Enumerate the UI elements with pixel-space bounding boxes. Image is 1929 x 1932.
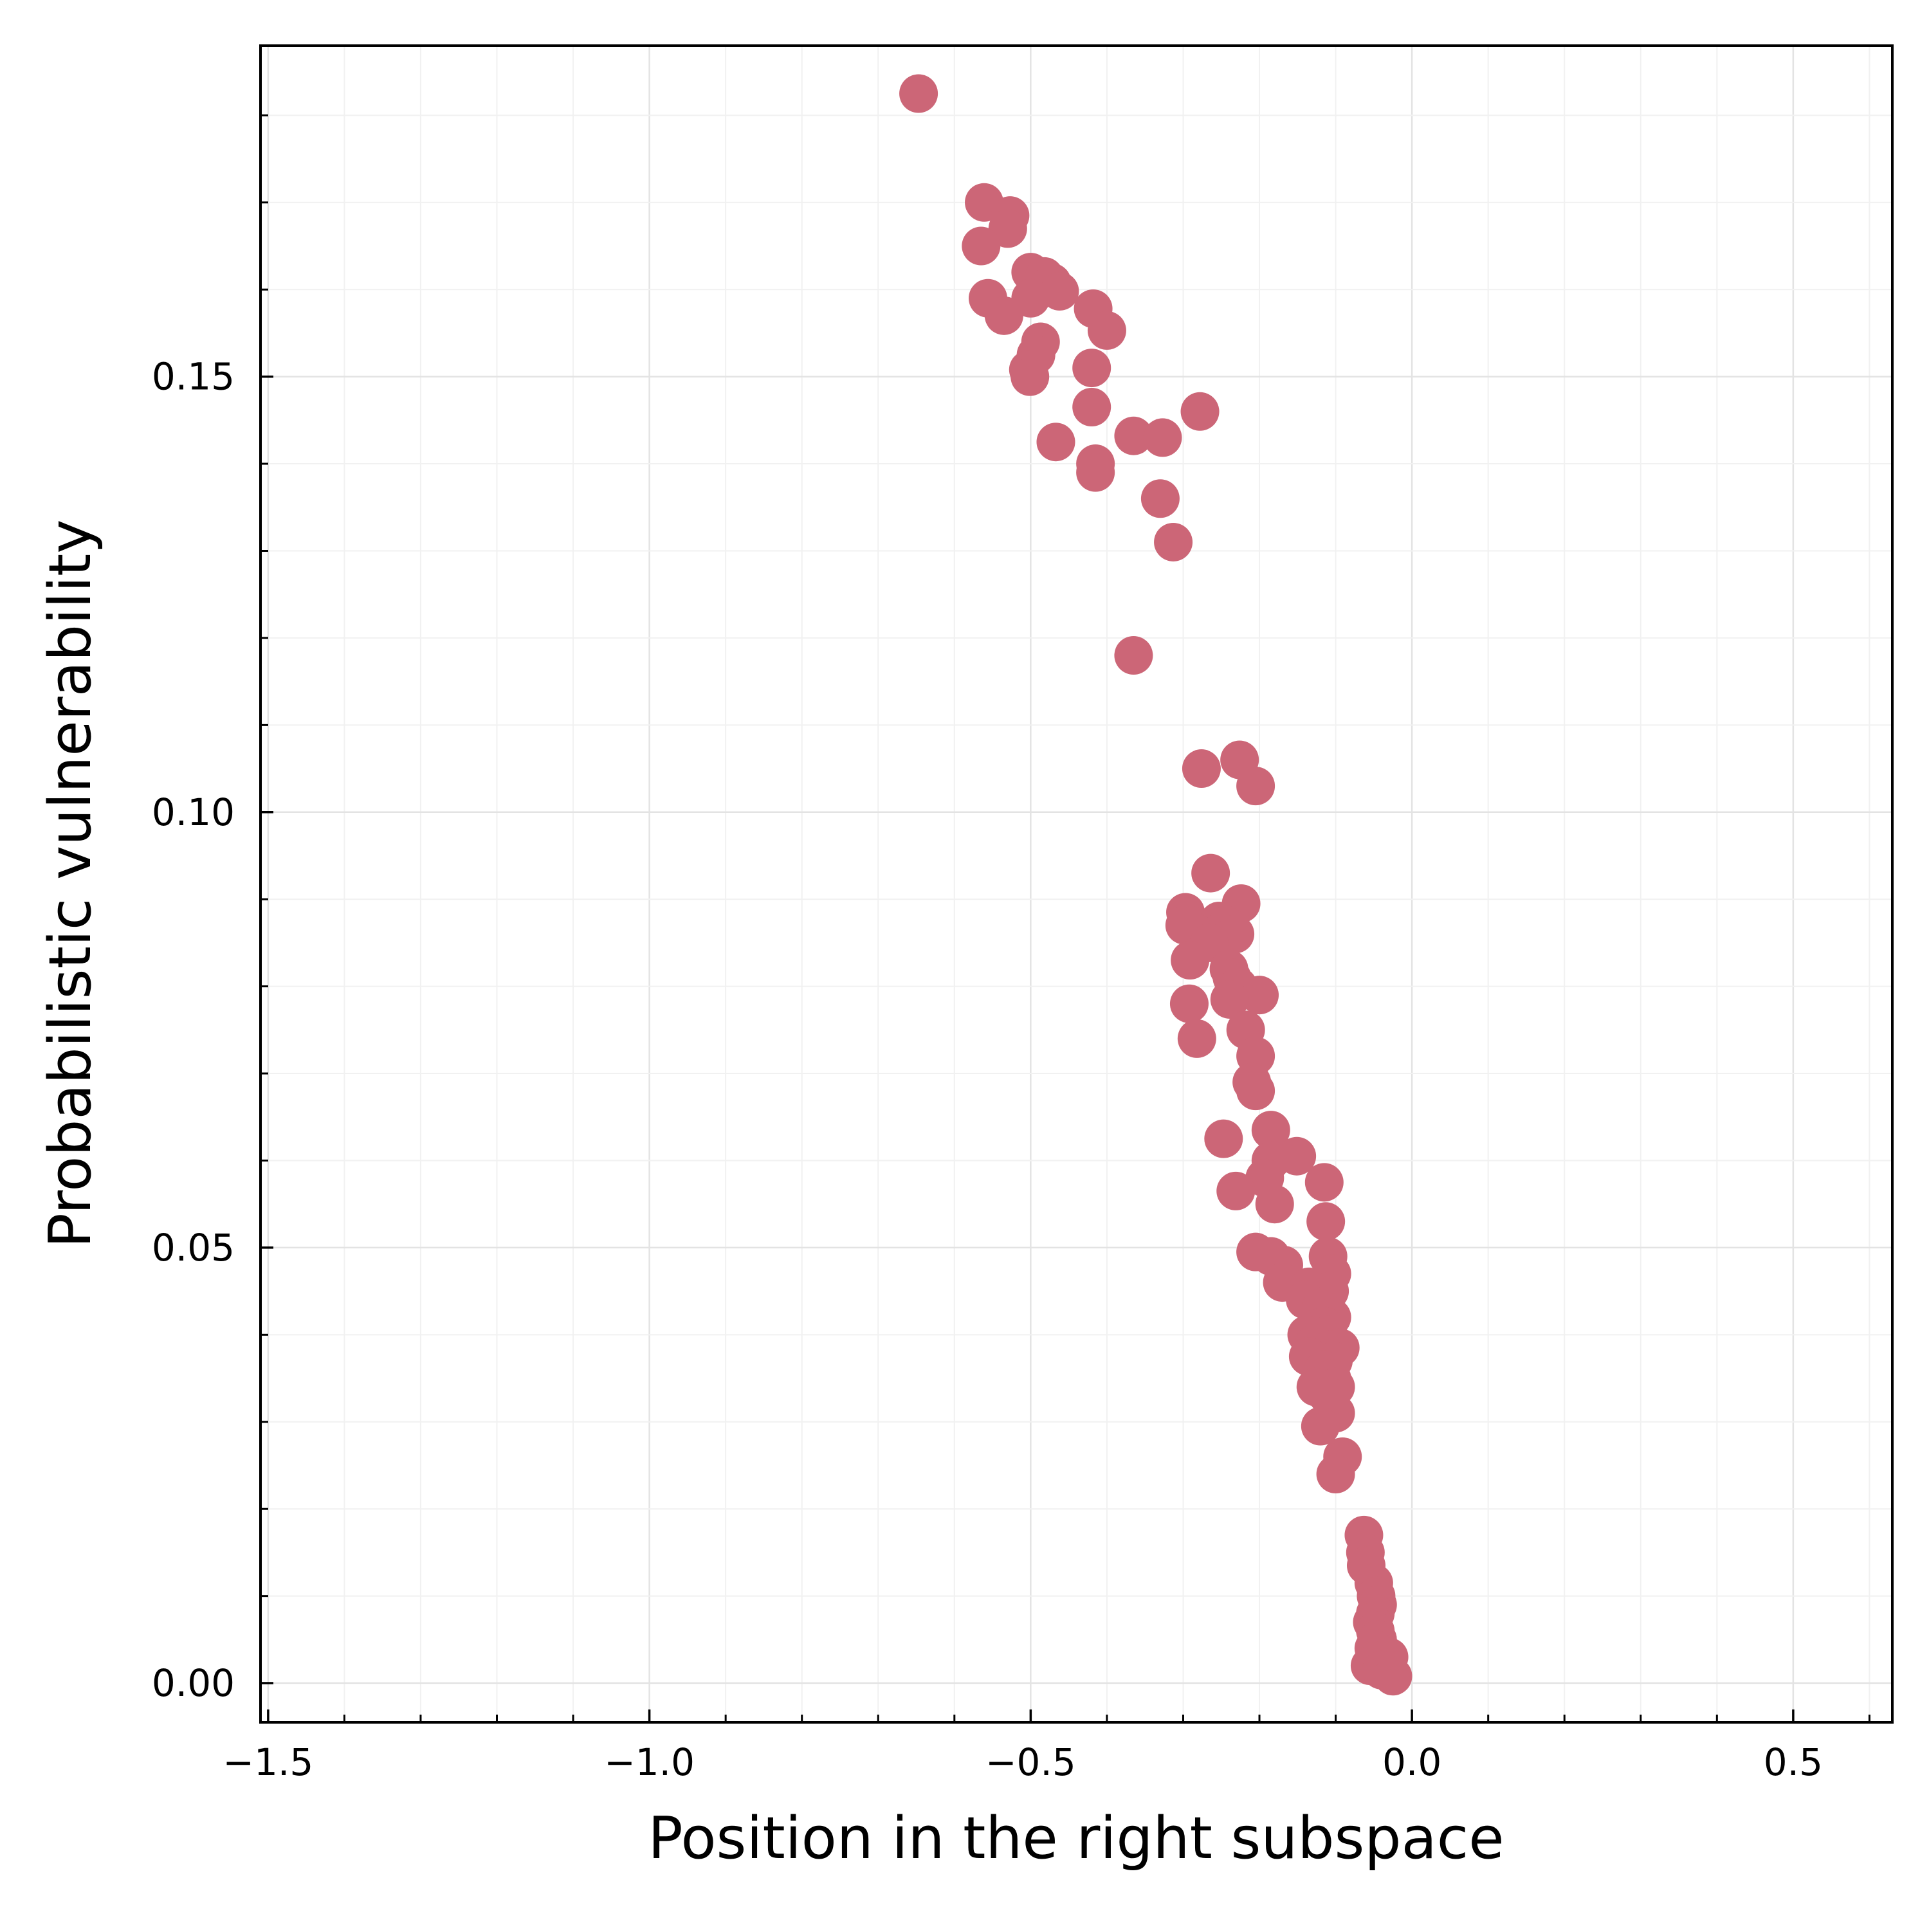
data-point bbox=[1210, 980, 1249, 1019]
data-point bbox=[1010, 357, 1050, 396]
data-point bbox=[1171, 941, 1210, 980]
data-point bbox=[1143, 418, 1182, 457]
data-point bbox=[1236, 1071, 1275, 1111]
data-point bbox=[1301, 1407, 1340, 1446]
x-tick-label: −1.5 bbox=[223, 1740, 313, 1784]
y-tick-label: 0.05 bbox=[152, 1226, 235, 1270]
data-point bbox=[962, 226, 1001, 266]
x-tick-label: 0.0 bbox=[1382, 1740, 1441, 1784]
data-point bbox=[1236, 767, 1275, 806]
data-point bbox=[1180, 392, 1220, 431]
data-point bbox=[1114, 416, 1153, 455]
data-point bbox=[1072, 388, 1111, 427]
x-axis-title: Position in the right subspace bbox=[648, 1805, 1504, 1872]
data-point bbox=[1072, 349, 1111, 388]
data-point bbox=[1154, 522, 1193, 561]
data-point bbox=[984, 296, 1023, 335]
data-point bbox=[1191, 853, 1230, 893]
data-point bbox=[1076, 453, 1115, 492]
data-point bbox=[1169, 984, 1209, 1023]
data-point bbox=[1204, 1119, 1243, 1158]
data-point bbox=[1255, 1185, 1294, 1224]
ticks-layer: −1.5 −1.0 −0.5 0.0 0.5 0.00 0.05 0.10 0.15 bbox=[152, 114, 1870, 1784]
data-point bbox=[1316, 1455, 1355, 1494]
data-point bbox=[1036, 423, 1075, 462]
data-point bbox=[899, 74, 938, 113]
x-tick-label: 0.5 bbox=[1764, 1740, 1823, 1784]
data-point bbox=[1240, 976, 1279, 1015]
y-tick-label: 0.15 bbox=[152, 355, 235, 399]
y-tick-label: 0.10 bbox=[152, 790, 235, 834]
x-tick-label: −1.0 bbox=[604, 1740, 695, 1784]
data-point bbox=[1304, 1163, 1344, 1202]
x-tick-label: −0.5 bbox=[985, 1740, 1076, 1784]
y-tick-label: 0.00 bbox=[152, 1661, 235, 1705]
data-point bbox=[1251, 1111, 1290, 1150]
data-point bbox=[1087, 311, 1126, 350]
y-axis-title: Probabilistic vulnerability bbox=[37, 519, 104, 1248]
data-point bbox=[1177, 1019, 1216, 1058]
data-point bbox=[1182, 749, 1221, 788]
data-point bbox=[1306, 1202, 1346, 1241]
points-layer bbox=[899, 74, 1412, 1696]
data-point bbox=[1040, 271, 1079, 311]
data-point bbox=[1216, 1171, 1256, 1210]
data-point bbox=[1140, 479, 1180, 518]
data-point bbox=[1114, 636, 1153, 675]
data-point bbox=[1373, 1657, 1412, 1696]
plot-frame bbox=[259, 44, 1894, 1724]
